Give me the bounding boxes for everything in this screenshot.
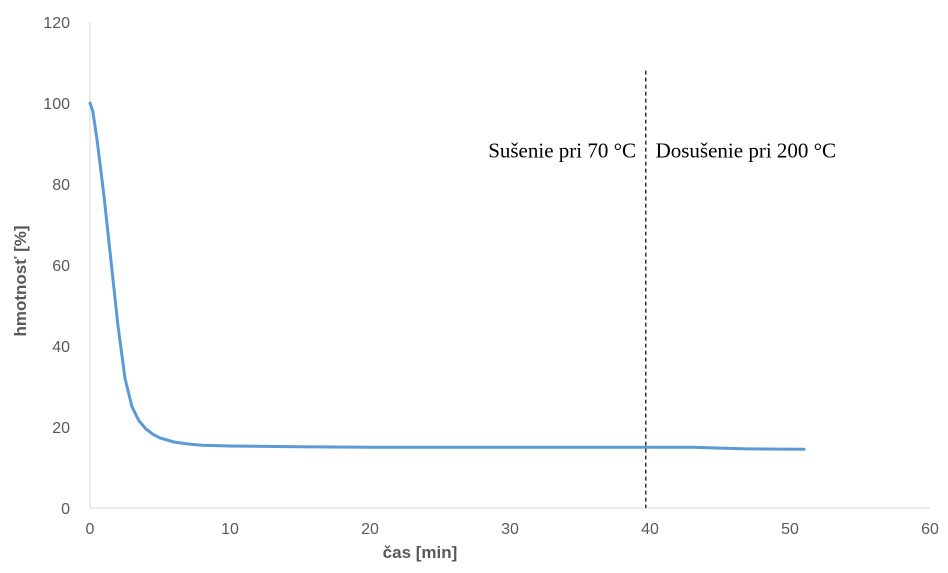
y-axis-title: hmotnosť [%] — [11, 225, 30, 336]
annotation-label: Dosušenie pri 200 °C — [656, 139, 836, 163]
x-axis-title: čas [min] — [383, 543, 458, 562]
x-tick-label: 40 — [641, 521, 659, 538]
tick-labels: 0 10 20 30 40 50 60 0 20 40 60 80 100 120 — [43, 15, 939, 538]
x-tick-label: 0 — [86, 521, 95, 538]
annotations: Sušenie pri 70 °C Dosušenie pri 200 °C — [488, 70, 836, 508]
y-tick-label: 40 — [52, 339, 70, 356]
x-tick-label: 60 — [921, 521, 939, 538]
series — [88, 101, 806, 451]
x-tick-label: 20 — [361, 521, 379, 538]
x-tick-label: 50 — [781, 521, 799, 538]
y-tick-label: 120 — [43, 15, 70, 32]
series-line — [88, 101, 806, 451]
y-tick-label: 100 — [43, 96, 70, 113]
y-tick-label: 0 — [61, 501, 70, 518]
x-tick-label: 30 — [501, 521, 519, 538]
y-tick-label: 80 — [52, 177, 70, 194]
axes — [89, 22, 930, 509]
annotation-label: Sušenie pri 70 °C — [488, 139, 636, 163]
y-tick-label: 60 — [52, 258, 70, 275]
x-tick-label: 10 — [221, 521, 239, 538]
y-tick-label: 20 — [52, 420, 70, 437]
